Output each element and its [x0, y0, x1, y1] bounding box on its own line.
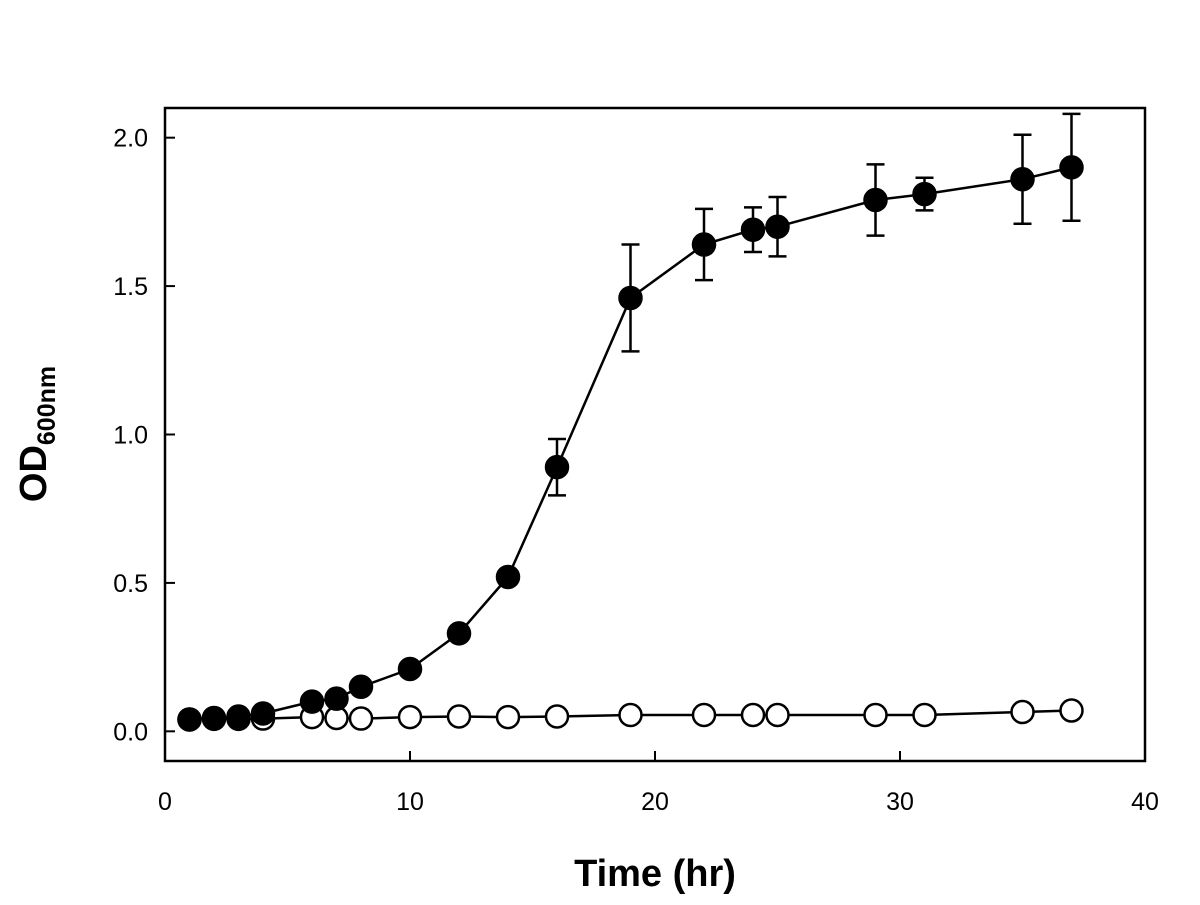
- filled-data-point: [544, 454, 570, 480]
- x-axis-title: Time (hr): [574, 853, 736, 895]
- open-data-point: [446, 704, 472, 729]
- svg-text:OD600nm: OD600nm: [13, 366, 61, 502]
- filled-data-point: [1059, 155, 1084, 180]
- filled-data-point: [250, 701, 276, 726]
- y-axis-title-subscript: 600nm: [33, 366, 61, 445]
- data-points: [177, 155, 1084, 732]
- open-data-point: [348, 706, 374, 731]
- filled-data-point: [348, 674, 374, 700]
- filled-data-point: [765, 214, 790, 239]
- x-tick-label: 30: [886, 788, 914, 816]
- open-data-point: [397, 704, 423, 730]
- filled-data-point: [912, 181, 937, 207]
- y-tick-label: 2.0: [113, 125, 148, 153]
- filled-data-point: [299, 689, 325, 714]
- open-data-point: [1010, 699, 1035, 725]
- filled-data-point: [740, 217, 766, 242]
- y-tick-label: 0.0: [113, 718, 148, 746]
- open-data-point: [912, 702, 937, 728]
- open-data-point: [544, 704, 570, 729]
- y-axis-title: OD600nm: [13, 366, 61, 502]
- y-tick-label: 1.5: [113, 273, 148, 301]
- open-data-point: [618, 702, 643, 728]
- open-data-point: [495, 704, 521, 730]
- filled-data-point: [226, 704, 251, 729]
- open-data-point: [691, 702, 717, 728]
- open-data-point: [863, 702, 888, 728]
- x-tick-label: 0: [158, 788, 172, 816]
- y-tick-label: 1.0: [113, 422, 148, 450]
- ticks-layer: 0 10 20 30 40 0.0 0.5 1.0 1.5 2.0: [113, 125, 1159, 816]
- y-axis-title-main: OD: [13, 445, 55, 502]
- filled-data-point: [691, 232, 717, 257]
- filled-data-point: [446, 621, 472, 646]
- x-tick-label: 20: [641, 788, 669, 816]
- filled-data-point: [863, 187, 888, 213]
- filled-data-point: [324, 686, 349, 711]
- filled-data-point: [495, 564, 521, 590]
- x-tick-label: 40: [1131, 788, 1159, 816]
- filled-data-point: [397, 656, 423, 682]
- open-data-point: [765, 702, 790, 728]
- x-tick-label: 10: [396, 788, 424, 816]
- open-data-point: [1059, 698, 1084, 723]
- filled-data-point: [618, 285, 643, 311]
- filled-data-point: [177, 707, 202, 732]
- filled-data-point: [1010, 166, 1035, 192]
- filled-data-point: [201, 705, 227, 731]
- y-tick-label: 0.5: [113, 570, 148, 598]
- open-data-point: [740, 702, 766, 728]
- plot-frame: [163, 106, 1147, 763]
